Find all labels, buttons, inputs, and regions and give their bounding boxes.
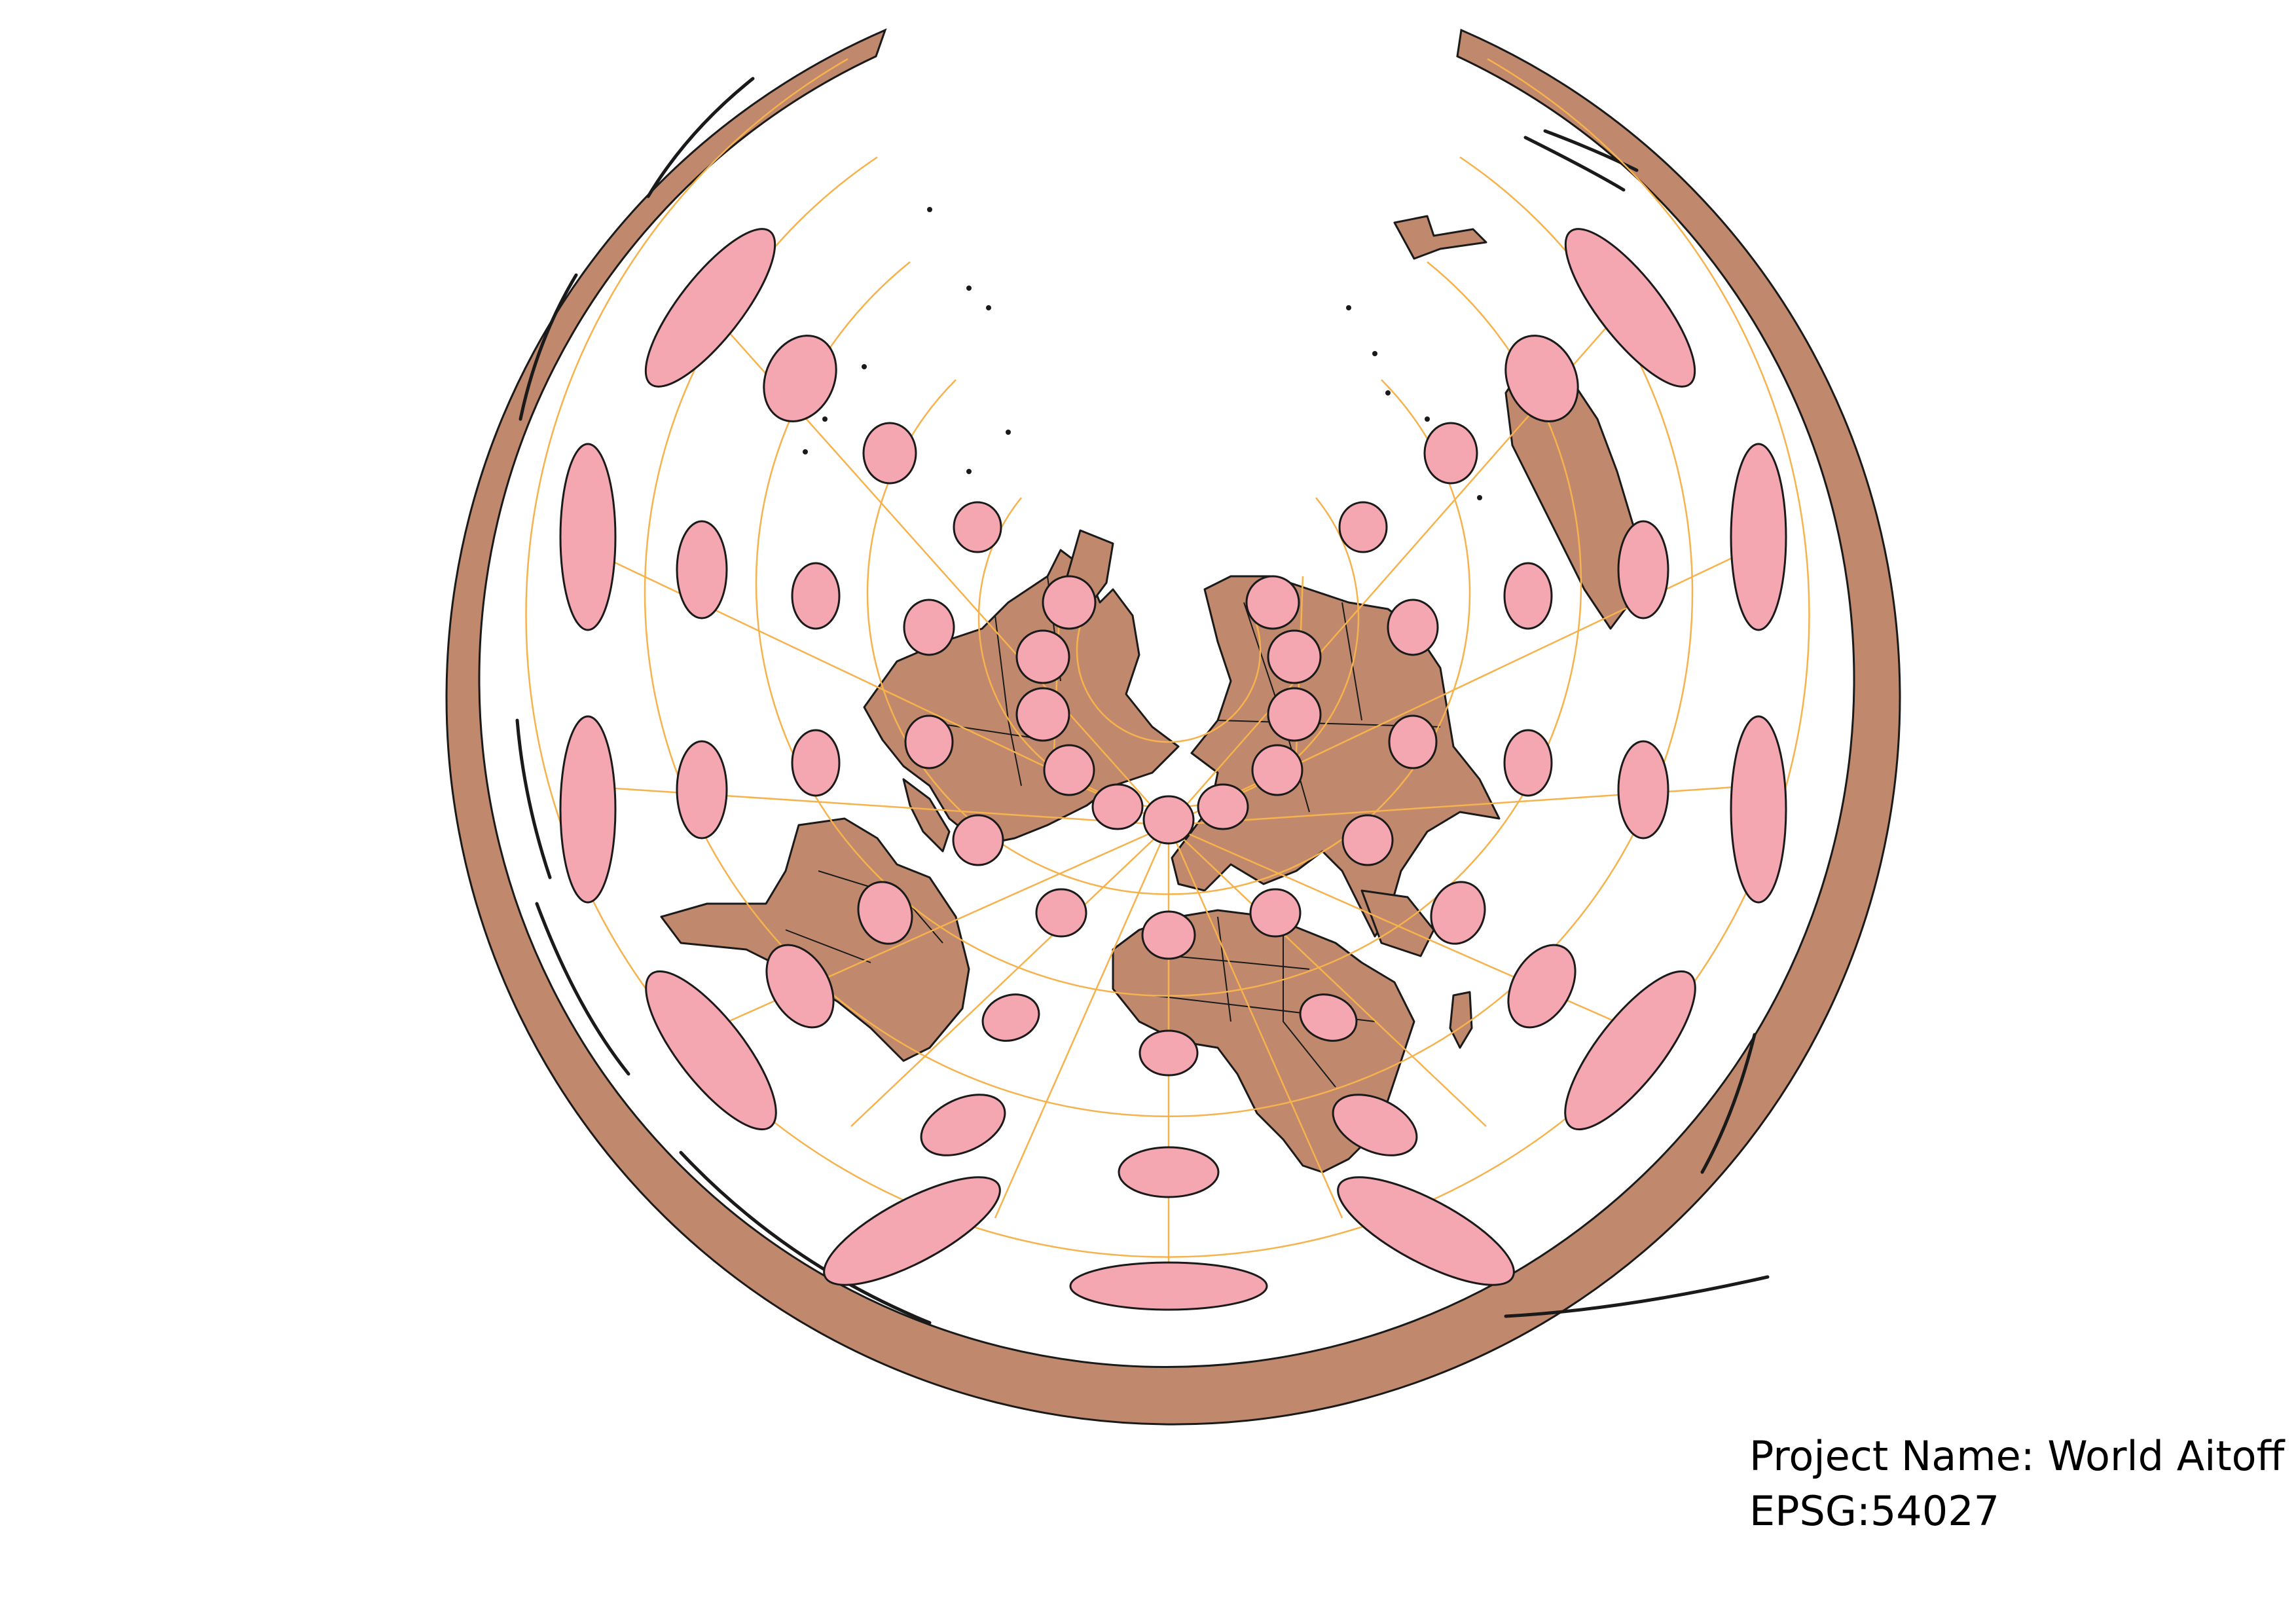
epsg-code-text: EPSG:54027	[1749, 1487, 2000, 1535]
arabia-land	[1360, 889, 1435, 957]
tissot-indicatrix	[559, 228, 1787, 1311]
projection-label: Project Name: World Aitoff EPSG:54027	[1749, 1429, 2284, 1539]
outer-ring	[445, 28, 1901, 1426]
south-america-land	[660, 817, 970, 1062]
central-america-land	[902, 778, 951, 853]
svalbard-land	[1393, 215, 1487, 260]
project-name-text: Project Name: World Aitoff	[1749, 1432, 2285, 1480]
eurasia-land	[1171, 575, 1501, 938]
coastline-fragments	[515, 77, 1770, 1325]
madagascar-land	[1449, 991, 1473, 1049]
